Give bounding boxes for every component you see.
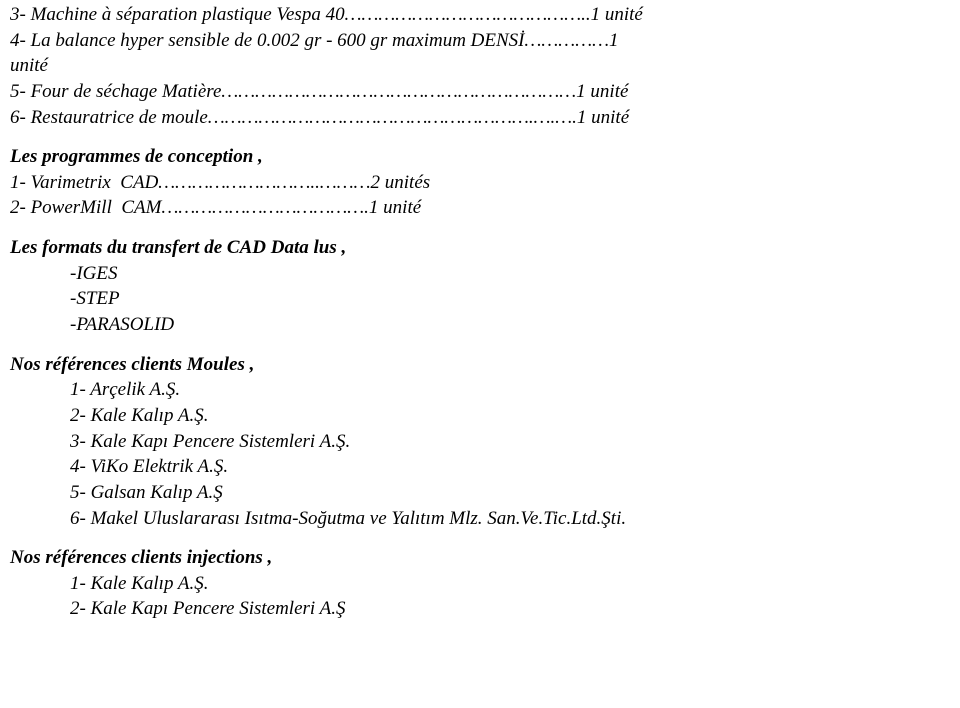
- programs-line-1: 1- Varimetrix CAD………………………..………2 unités: [10, 170, 950, 196]
- equip-line-6: 6- Restauratrice de moule…………………………………………: [10, 105, 950, 131]
- refs-inj-item-2: 2- Kale Kapı Pencere Sistemleri A.Ş: [10, 596, 950, 622]
- refs-moules-title: Nos références clients Moules ,: [10, 352, 950, 378]
- refs-moules-item-3: 3- Kale Kapı Pencere Sistemleri A.Ş.: [10, 429, 950, 455]
- programs-title: Les programmes de conception ,: [10, 144, 950, 170]
- programs-line-2: 2- PowerMill CAM……………………………….1 unité: [10, 195, 950, 221]
- refs-moules-item-2: 2- Kale Kalıp A.Ş.: [10, 403, 950, 429]
- equip-line-4b: unité: [10, 53, 950, 79]
- equip-line-4a: 4- La balance hyper sensible de 0.002 gr…: [10, 28, 950, 54]
- formats-item-1: -IGES: [10, 261, 950, 287]
- refs-moules-item-5: 5- Galsan Kalıp A.Ş: [10, 480, 950, 506]
- formats-item-2: -STEP: [10, 286, 950, 312]
- refs-moules-item-1: 1- Arçelik A.Ş.: [10, 377, 950, 403]
- refs-moules-item-4: 4- ViKo Elektrik A.Ş.: [10, 454, 950, 480]
- equip-line-3: 3- Machine à séparation plastique Vespa …: [10, 2, 950, 28]
- refs-inj-title: Nos références clients injections ,: [10, 545, 950, 571]
- equip-line-5: 5- Four de séchage Matière………………………………………: [10, 79, 950, 105]
- formats-item-3: -PARASOLID: [10, 312, 950, 338]
- formats-title: Les formats du transfert de CAD Data lus…: [10, 235, 950, 261]
- document-page: 3- Machine à séparation plastique Vespa …: [0, 0, 960, 632]
- refs-inj-item-1: 1- Kale Kalıp A.Ş.: [10, 571, 950, 597]
- refs-moules-item-6: 6- Makel Uluslararası Isıtma-Soğutma ve …: [10, 506, 950, 532]
